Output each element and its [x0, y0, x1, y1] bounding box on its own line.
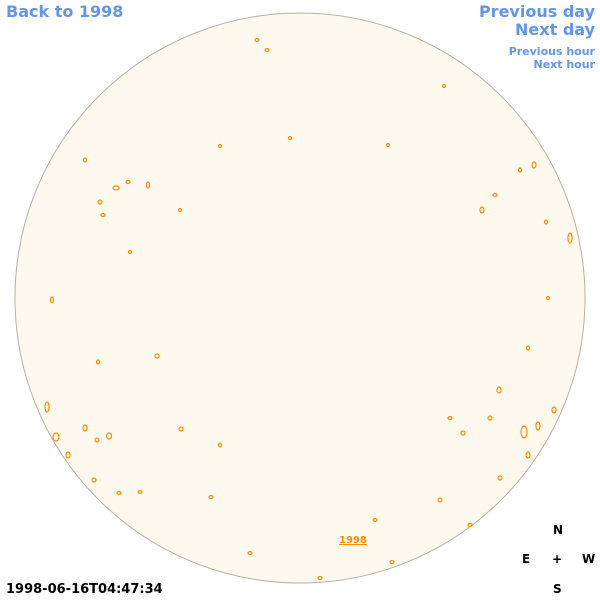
contours [44, 37, 573, 581]
solar-disk [14, 12, 586, 584]
timestamp: 1998-06-16T04:47:34 [6, 582, 163, 597]
compass-center: + [552, 552, 563, 566]
disk-label-link[interactable]: 1998 [339, 535, 367, 546]
next-day-link[interactable]: Next day [515, 20, 595, 39]
next-hour-link[interactable]: Next hour [533, 58, 596, 71]
compass-south: S [553, 582, 562, 596]
compass-east: E [522, 552, 531, 566]
back-link[interactable]: Back to 1998 [6, 2, 124, 21]
previous-day-link[interactable]: Previous day [478, 2, 595, 21]
compass-north: N [553, 523, 564, 537]
compass-west: W [582, 552, 596, 566]
previous-hour-link[interactable]: Previous hour [508, 45, 595, 58]
